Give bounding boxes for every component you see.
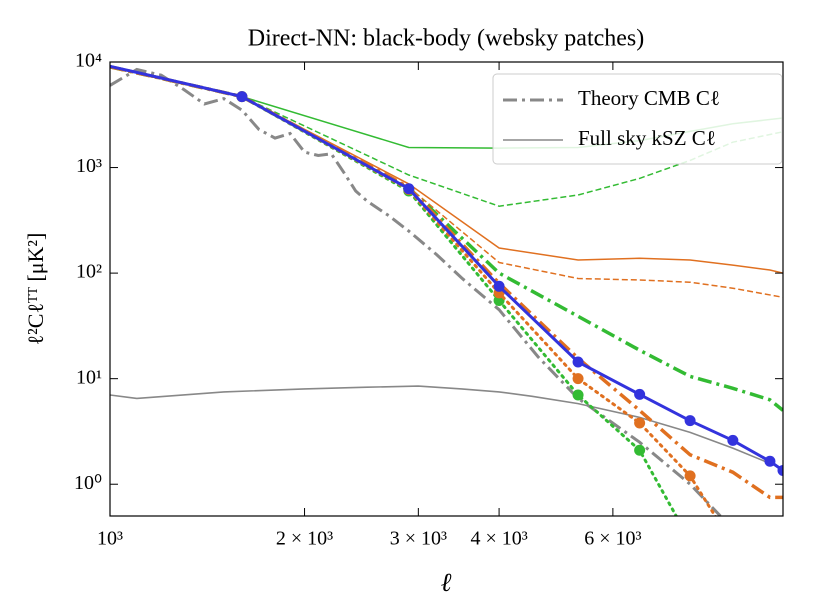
x-tick-label: 10³ (97, 528, 123, 550)
series-line (110, 65, 783, 412)
x-tick-label: 6 × 10³ (584, 528, 641, 550)
marker (684, 415, 696, 427)
legend-label: Full sky kSZ Cℓ (578, 126, 716, 150)
chart-title: Direct-NN: black-body (websky patches) (248, 26, 645, 52)
marker (634, 444, 646, 456)
marker (572, 389, 584, 401)
marker (727, 539, 738, 550)
marker (236, 91, 248, 103)
series-line (110, 65, 783, 500)
marker (764, 455, 776, 467)
marker (685, 535, 696, 546)
marker (572, 373, 584, 385)
marker (684, 470, 696, 482)
marker (777, 464, 783, 476)
marker (634, 388, 646, 400)
marker (727, 434, 739, 446)
marker (493, 280, 505, 292)
x-axis-label: ℓ (441, 568, 452, 597)
marker (572, 356, 584, 368)
axes-frame (109, 61, 784, 517)
y-tick-label: 10⁴ (75, 50, 102, 72)
series-line (110, 385, 783, 470)
legend-label: Theory CMB Cℓ (578, 86, 720, 110)
x-tick-label: 2 × 10³ (276, 528, 333, 550)
y-tick-label: 10² (76, 261, 102, 283)
y-tick-label: 10¹ (76, 366, 102, 388)
y-tick-label: 10⁰ (74, 472, 102, 494)
x-tick-label: 4 × 10³ (470, 528, 527, 550)
series-line (110, 64, 783, 472)
marker (403, 183, 415, 195)
y-axis-label: ℓ²Cℓᵀᵀ [μK²] (23, 233, 48, 346)
y-tick-label: 10³ (76, 155, 102, 177)
marker (634, 417, 646, 429)
legend-box (492, 73, 783, 165)
x-tick-label: 3 × 10³ (390, 528, 447, 550)
series-line (110, 67, 722, 516)
